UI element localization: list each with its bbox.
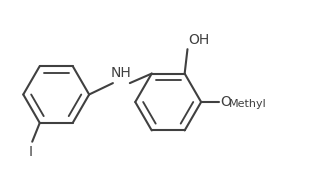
Text: NH: NH	[111, 66, 132, 80]
Text: OH: OH	[188, 33, 210, 47]
Text: O: O	[220, 95, 231, 109]
Text: I: I	[28, 146, 32, 160]
Text: Methyl: Methyl	[229, 99, 267, 109]
